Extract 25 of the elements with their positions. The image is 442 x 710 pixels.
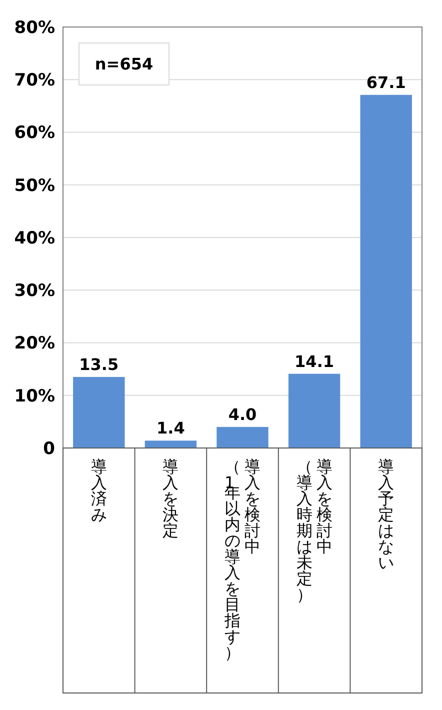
y-tick-label: 70%	[14, 70, 55, 91]
bar	[144, 440, 197, 448]
y-tick-label: 0	[43, 438, 56, 459]
y-tick-label: 80%	[14, 18, 55, 38]
y-tick-label: 60%	[14, 123, 55, 144]
x-tick-label: 導入を検討中（導入時期は未定）	[296, 457, 332, 604]
x-tick-label: 導入済み	[90, 457, 107, 524]
bar	[216, 426, 268, 448]
y-tick-label: 10%	[14, 386, 55, 406]
data-label: 13.5	[79, 354, 119, 374]
bar	[73, 376, 125, 448]
data-label: 67.1	[366, 72, 406, 92]
x-tick-label: 導入を検討中（1年以内の導入を目指す）	[224, 457, 260, 662]
y-tick-label: 20%	[14, 334, 55, 354]
y-tick-label: 40%	[14, 228, 55, 248]
y-tick-label: 50%	[14, 176, 55, 196]
data-label: 14.1	[294, 352, 334, 371]
data-label: 1.4	[156, 418, 185, 438]
data-label: 4.0	[228, 404, 257, 424]
annotation: n=654	[94, 54, 154, 74]
y-tick-label: 30%	[14, 281, 55, 302]
x-tick-label: 導入予定はない	[378, 457, 394, 572]
bar	[360, 94, 412, 448]
bar	[288, 374, 340, 448]
x-tick-label: 導入を決定	[162, 457, 179, 540]
